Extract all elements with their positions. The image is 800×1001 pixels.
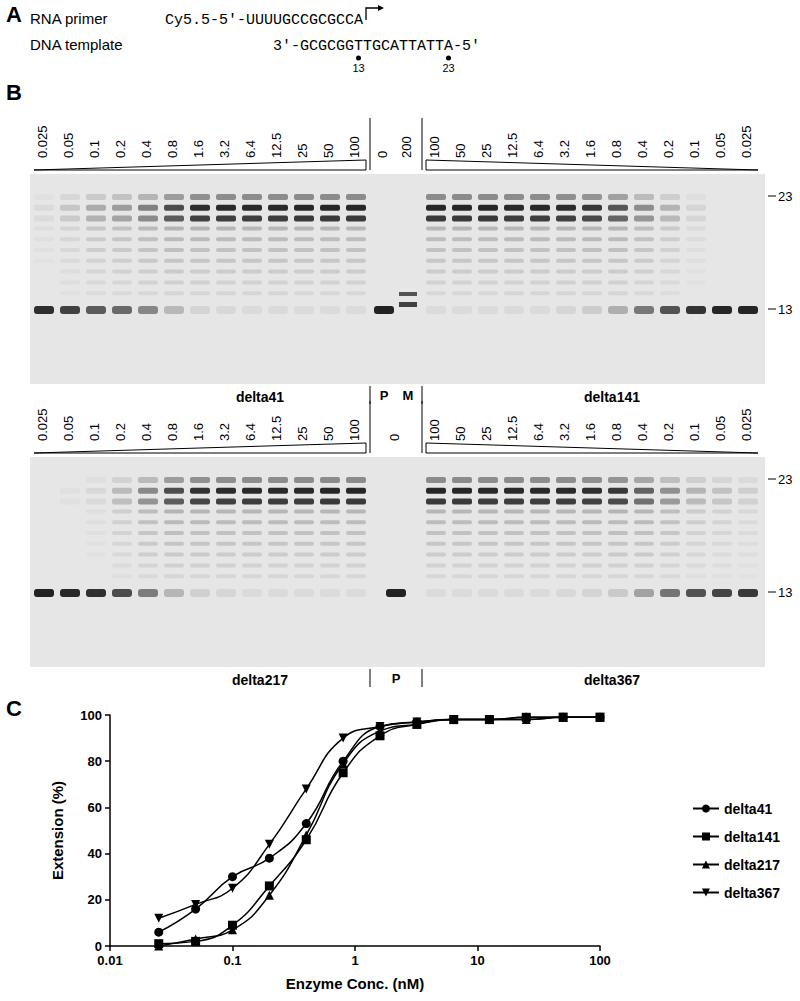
svg-text:delta41: delta41 bbox=[724, 801, 772, 817]
svg-text:6.4: 6.4 bbox=[531, 423, 546, 441]
svg-text:B: B bbox=[6, 80, 22, 105]
svg-text:13: 13 bbox=[352, 62, 364, 74]
svg-text:0.025: 0.025 bbox=[739, 125, 754, 158]
svg-text:13: 13 bbox=[778, 585, 792, 600]
svg-text:0.4: 0.4 bbox=[139, 140, 154, 158]
svg-text:25: 25 bbox=[479, 144, 494, 158]
svg-text:50: 50 bbox=[321, 427, 336, 441]
svg-text:12.5: 12.5 bbox=[269, 133, 284, 158]
svg-text:0.025: 0.025 bbox=[35, 125, 50, 158]
svg-text:200: 200 bbox=[399, 136, 414, 158]
svg-text:100: 100 bbox=[427, 136, 442, 158]
svg-text:delta367: delta367 bbox=[584, 672, 640, 688]
svg-text:0.2: 0.2 bbox=[113, 423, 128, 441]
svg-text:100: 100 bbox=[347, 136, 362, 158]
svg-text:0.4: 0.4 bbox=[635, 140, 650, 158]
svg-text:0.05: 0.05 bbox=[713, 416, 728, 441]
svg-text:0.1: 0.1 bbox=[87, 423, 102, 441]
html-text:C: C bbox=[6, 696, 22, 721]
svg-text:3.2: 3.2 bbox=[217, 423, 232, 441]
svg-text:23: 23 bbox=[442, 62, 454, 74]
svg-text:1.6: 1.6 bbox=[191, 423, 206, 441]
svg-text:RNA primer: RNA primer bbox=[30, 10, 108, 27]
svg-text:100: 100 bbox=[347, 419, 362, 441]
svg-text:6.4: 6.4 bbox=[531, 140, 546, 158]
svg-text:A: A bbox=[6, 2, 22, 27]
svg-text:1: 1 bbox=[351, 953, 358, 968]
svg-text:0.8: 0.8 bbox=[165, 140, 180, 158]
svg-text:0.4: 0.4 bbox=[635, 423, 650, 441]
svg-text:6.4: 6.4 bbox=[243, 423, 258, 441]
svg-text:0.8: 0.8 bbox=[609, 423, 624, 441]
svg-text:12.5: 12.5 bbox=[505, 133, 520, 158]
svg-text:0: 0 bbox=[387, 434, 402, 441]
svg-text:0.025: 0.025 bbox=[739, 408, 754, 441]
svg-text:P: P bbox=[380, 388, 389, 403]
svg-text:0.4: 0.4 bbox=[139, 423, 154, 441]
svg-text:0.01: 0.01 bbox=[97, 953, 122, 968]
svg-text:0.2: 0.2 bbox=[113, 140, 128, 158]
svg-text:0.8: 0.8 bbox=[609, 140, 624, 158]
svg-text:23: 23 bbox=[778, 472, 792, 487]
svg-text:6.4: 6.4 bbox=[243, 140, 258, 158]
svg-text:100: 100 bbox=[589, 953, 611, 968]
svg-text:20: 20 bbox=[88, 892, 102, 907]
svg-text:3'-GCGCGGTTGCATTATTA-5': 3'-GCGCGGTTGCATTATTA-5' bbox=[273, 38, 480, 55]
svg-text:12.5: 12.5 bbox=[269, 416, 284, 441]
svg-text:60: 60 bbox=[88, 800, 102, 815]
svg-text:23: 23 bbox=[778, 189, 792, 204]
svg-text:25: 25 bbox=[295, 427, 310, 441]
svg-text:25: 25 bbox=[479, 427, 494, 441]
svg-text:50: 50 bbox=[321, 144, 336, 158]
svg-text:DNA template: DNA template bbox=[30, 36, 123, 53]
svg-text:100: 100 bbox=[427, 419, 442, 441]
svg-text:25: 25 bbox=[295, 144, 310, 158]
svg-text:0.1: 0.1 bbox=[687, 140, 702, 158]
svg-text:0.05: 0.05 bbox=[713, 133, 728, 158]
svg-text:0: 0 bbox=[375, 151, 390, 158]
svg-text:80: 80 bbox=[88, 754, 102, 769]
svg-text:Enzyme Conc. (nM): Enzyme Conc. (nM) bbox=[286, 975, 424, 992]
svg-text:10: 10 bbox=[470, 953, 484, 968]
svg-text:Cy5.5-5'-UUUUGCCGCGCCA: Cy5.5-5'-UUUUGCCGCGCCA bbox=[165, 12, 363, 29]
svg-text:delta41: delta41 bbox=[236, 389, 284, 405]
svg-text:1.6: 1.6 bbox=[583, 423, 598, 441]
svg-text:0.05: 0.05 bbox=[61, 416, 76, 441]
svg-text:3.2: 3.2 bbox=[557, 423, 572, 441]
svg-text:delta141: delta141 bbox=[584, 389, 640, 405]
svg-text:P: P bbox=[392, 671, 401, 686]
svg-text:Extension (%): Extension (%) bbox=[49, 781, 66, 880]
svg-text:0.1: 0.1 bbox=[687, 423, 702, 441]
svg-text:0.2: 0.2 bbox=[661, 140, 676, 158]
svg-text:0.1: 0.1 bbox=[223, 953, 241, 968]
svg-text:3.2: 3.2 bbox=[217, 140, 232, 158]
svg-text:0.8: 0.8 bbox=[165, 423, 180, 441]
svg-text:40: 40 bbox=[88, 846, 102, 861]
svg-text:delta367: delta367 bbox=[724, 885, 780, 901]
svg-text:0: 0 bbox=[95, 939, 102, 954]
svg-text:delta217: delta217 bbox=[724, 857, 780, 873]
svg-text:0.1: 0.1 bbox=[87, 140, 102, 158]
svg-text:M: M bbox=[403, 388, 414, 403]
svg-text:0.025: 0.025 bbox=[35, 408, 50, 441]
svg-text:3.2: 3.2 bbox=[557, 140, 572, 158]
svg-text:100: 100 bbox=[80, 708, 102, 723]
svg-text:1.6: 1.6 bbox=[191, 140, 206, 158]
svg-text:0.2: 0.2 bbox=[661, 423, 676, 441]
svg-text:0.05: 0.05 bbox=[61, 133, 76, 158]
svg-text:13: 13 bbox=[778, 302, 792, 317]
svg-text:12.5: 12.5 bbox=[505, 416, 520, 441]
svg-text:delta217: delta217 bbox=[232, 672, 288, 688]
svg-text:50: 50 bbox=[453, 427, 468, 441]
svg-text:50: 50 bbox=[453, 144, 468, 158]
svg-text:1.6: 1.6 bbox=[583, 140, 598, 158]
svg-text:delta141: delta141 bbox=[724, 829, 780, 845]
